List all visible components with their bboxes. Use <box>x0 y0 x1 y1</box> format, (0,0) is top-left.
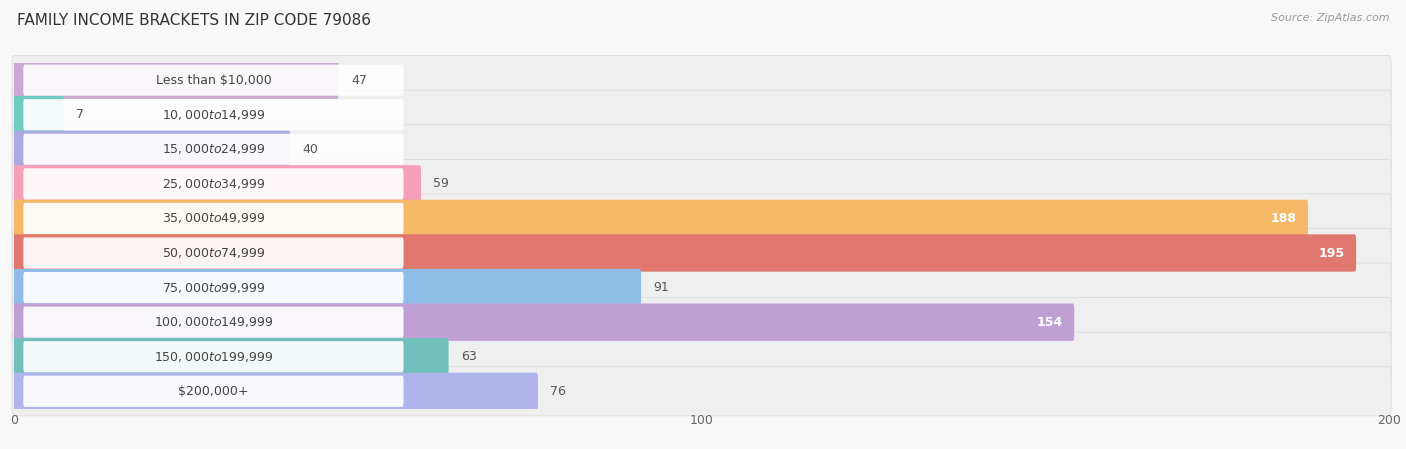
FancyBboxPatch shape <box>24 238 404 269</box>
FancyBboxPatch shape <box>13 194 1391 243</box>
FancyBboxPatch shape <box>13 298 1391 347</box>
Text: $100,000 to $149,999: $100,000 to $149,999 <box>153 315 273 329</box>
FancyBboxPatch shape <box>13 367 1391 416</box>
Text: 91: 91 <box>654 281 669 294</box>
FancyBboxPatch shape <box>13 229 1391 277</box>
FancyBboxPatch shape <box>13 304 1074 341</box>
FancyBboxPatch shape <box>13 90 1391 139</box>
FancyBboxPatch shape <box>13 234 1357 272</box>
FancyBboxPatch shape <box>13 200 1308 237</box>
Text: 154: 154 <box>1036 316 1063 329</box>
FancyBboxPatch shape <box>24 376 404 407</box>
FancyBboxPatch shape <box>24 341 404 372</box>
Text: 63: 63 <box>461 350 477 363</box>
FancyBboxPatch shape <box>13 125 1391 174</box>
FancyBboxPatch shape <box>24 203 404 234</box>
Text: $25,000 to $34,999: $25,000 to $34,999 <box>162 177 266 191</box>
Text: 47: 47 <box>352 74 367 87</box>
Text: 195: 195 <box>1319 247 1344 260</box>
FancyBboxPatch shape <box>13 62 339 99</box>
FancyBboxPatch shape <box>13 338 449 375</box>
FancyBboxPatch shape <box>24 134 404 165</box>
FancyBboxPatch shape <box>24 168 404 199</box>
FancyBboxPatch shape <box>13 373 538 410</box>
Text: Less than $10,000: Less than $10,000 <box>156 74 271 87</box>
FancyBboxPatch shape <box>13 269 641 306</box>
FancyBboxPatch shape <box>24 65 404 96</box>
FancyBboxPatch shape <box>13 131 291 168</box>
Text: FAMILY INCOME BRACKETS IN ZIP CODE 79086: FAMILY INCOME BRACKETS IN ZIP CODE 79086 <box>17 13 371 28</box>
Text: Source: ZipAtlas.com: Source: ZipAtlas.com <box>1271 13 1389 23</box>
Text: $35,000 to $49,999: $35,000 to $49,999 <box>162 211 266 225</box>
Text: $50,000 to $74,999: $50,000 to $74,999 <box>162 246 266 260</box>
FancyBboxPatch shape <box>13 332 1391 381</box>
Text: 59: 59 <box>433 177 450 190</box>
FancyBboxPatch shape <box>24 272 404 303</box>
Text: 40: 40 <box>302 143 319 156</box>
FancyBboxPatch shape <box>13 165 420 202</box>
Text: $200,000+: $200,000+ <box>179 385 249 398</box>
Text: $10,000 to $14,999: $10,000 to $14,999 <box>162 108 266 122</box>
FancyBboxPatch shape <box>13 96 63 133</box>
Text: $75,000 to $99,999: $75,000 to $99,999 <box>162 281 266 295</box>
FancyBboxPatch shape <box>24 99 404 130</box>
FancyBboxPatch shape <box>24 307 404 338</box>
FancyBboxPatch shape <box>13 159 1391 208</box>
Text: 188: 188 <box>1270 212 1296 225</box>
Text: $150,000 to $199,999: $150,000 to $199,999 <box>153 350 273 364</box>
Text: 7: 7 <box>76 108 84 121</box>
FancyBboxPatch shape <box>13 263 1391 312</box>
FancyBboxPatch shape <box>13 56 1391 105</box>
Text: 76: 76 <box>550 385 567 398</box>
Text: $15,000 to $24,999: $15,000 to $24,999 <box>162 142 266 156</box>
